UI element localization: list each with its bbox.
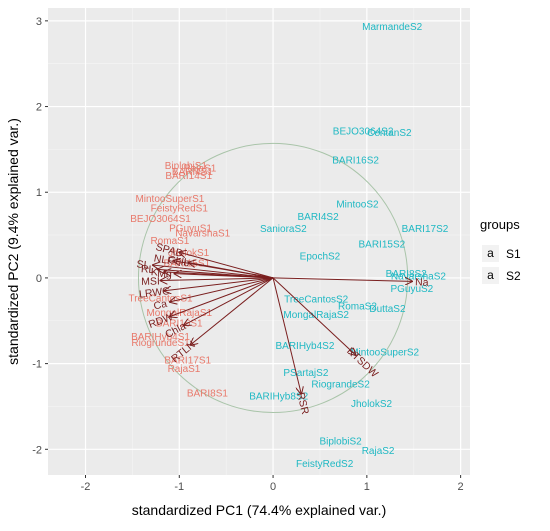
y-axis-title: standardized PC2 (9.4% explained var.) — [5, 118, 21, 365]
observation-label: RajaS1 — [184, 163, 217, 174]
variable-arrow — [170, 277, 274, 317]
observation-label: BARI4S1 — [172, 167, 214, 178]
observation-label: BARI17S2 — [402, 224, 449, 235]
observation-label: RiograndeS2 — [311, 379, 370, 390]
variable-label: K — [150, 266, 158, 278]
y-tick-label: 2 — [36, 102, 42, 114]
x-tick-label: -2 — [81, 481, 91, 493]
observation-label: BiplobiS2 — [319, 437, 362, 448]
legend-key — [482, 245, 499, 262]
y-tick-label: 1 — [36, 187, 42, 199]
observation-label: BARI4S2 — [298, 212, 340, 223]
y-tick-label: -1 — [32, 359, 42, 371]
observation-label: MarmandeS2 — [362, 22, 422, 33]
x-axis-ticks: -2 -1 0 1 2 — [81, 475, 464, 493]
legend-entry-label: S2 — [506, 269, 521, 283]
observation-label: RomaS2 — [338, 301, 377, 312]
y-tick-label: 0 — [36, 273, 42, 285]
variable-label: Na — [415, 276, 429, 288]
variable-arrow — [153, 265, 274, 279]
observation-label: BARI16S1 — [156, 318, 203, 329]
variable-arrow — [179, 252, 274, 279]
variable-label: MSI — [141, 276, 160, 288]
legend-key — [482, 267, 499, 284]
variable-arrow — [164, 277, 274, 291]
variable-arrow — [175, 274, 274, 279]
variable-arrow — [272, 277, 301, 394]
observation-label: JholokS2 — [351, 399, 393, 410]
observation-label: BARIHyb8S2 — [249, 391, 308, 402]
observation-label: FeistyRedS1 — [151, 204, 209, 215]
observation-label: NavarshaS1 — [175, 229, 230, 240]
observation-label: NavarshaS2 — [391, 271, 446, 282]
legend: groups a S1 a S2 — [480, 217, 521, 284]
observation-label: CentanS2 — [367, 128, 412, 139]
variable-label: RL — [141, 263, 155, 276]
x-axis-title: standardized PC1 (74.4% explained var.) — [132, 502, 386, 518]
variable-label: Chlb — [167, 254, 191, 270]
observation-label: MongalRajaS2 — [283, 310, 349, 321]
x-tick-label: -1 — [174, 481, 184, 493]
x-tick-label: 2 — [458, 481, 464, 493]
variable-arrow — [161, 278, 274, 281]
y-tick-label: 3 — [36, 16, 42, 28]
observation-label: BARI14S1 — [165, 171, 212, 182]
observation-label: BARI16S2 — [332, 156, 379, 167]
legend-title: groups — [480, 217, 520, 232]
observation-label: MongalRajaS1 — [146, 308, 212, 319]
variable-arrow — [189, 262, 274, 279]
observation-label: DuttaS2 — [369, 304, 406, 315]
observation-labels: BiplobiS1BARI4S1RajaS1BARI14S1MintooSupe… — [128, 22, 448, 470]
observation-label: BARI8S2 — [386, 269, 428, 280]
observation-label: BEJO3064S2 — [333, 127, 394, 138]
variable-arrow — [191, 277, 274, 345]
observation-label: BEJO3064S1 — [130, 214, 191, 225]
observation-label: TreeCantosS2 — [284, 294, 349, 305]
x-tick-label: 0 — [270, 481, 276, 493]
legend-key-symbol: a — [487, 268, 494, 282]
observation-label: BiplobiS1 — [165, 161, 208, 172]
observation-label: JholokS1 — [168, 248, 210, 259]
variable-label: LRWC — [139, 285, 171, 301]
variable-label: SL — [136, 258, 150, 271]
observation-label: BARIHyb4S1 — [131, 332, 190, 343]
legend-key-symbol: a — [487, 246, 494, 260]
observation-label: MintooSuperS1 — [135, 194, 204, 205]
observation-label: BARIHyb4S2 — [275, 341, 334, 352]
observation-label: RomaS1 — [150, 236, 189, 247]
y-tick-label: -2 — [32, 444, 42, 456]
observation-label: FeistyRedS2 — [296, 459, 354, 470]
variable-arrow — [273, 278, 412, 281]
variable-label: Ca — [152, 298, 168, 313]
variable-arrow — [170, 277, 274, 302]
observation-label: RiogrundeS1 — [131, 338, 190, 349]
minor-gridlines — [48, 8, 470, 475]
variable-arrow — [184, 277, 274, 325]
x-tick-label: 1 — [364, 481, 370, 493]
panel-background — [48, 8, 470, 475]
y-axis-ticks: -2 -1 0 1 2 3 — [32, 16, 48, 456]
observation-label: BARI15S2 — [358, 240, 405, 251]
observation-label: MintooS2 — [336, 199, 379, 210]
observation-label: PSartajS2 — [283, 368, 328, 379]
observation-label: TreeCantosS1 — [128, 294, 193, 305]
observation-label: BARI8S1 — [187, 389, 229, 400]
legend-entries: a S1 a S2 — [482, 245, 521, 284]
observation-label: BARI17S1 — [164, 355, 211, 366]
observation-label: EpochS2 — [300, 252, 341, 263]
variable-arrow — [272, 277, 356, 355]
observation-label: PGuyuS2 — [390, 284, 433, 295]
observation-label: RajaS1 — [168, 364, 201, 375]
variable-label: RSR — [294, 391, 311, 416]
observation-label: PGuyuS1 — [169, 223, 212, 234]
observation-label: SanioraS2 — [260, 224, 307, 235]
observation-label: RajaS2 — [362, 446, 395, 457]
observation-label: MintooSuperS2 — [350, 348, 419, 359]
legend-entry-label: S1 — [506, 247, 521, 261]
